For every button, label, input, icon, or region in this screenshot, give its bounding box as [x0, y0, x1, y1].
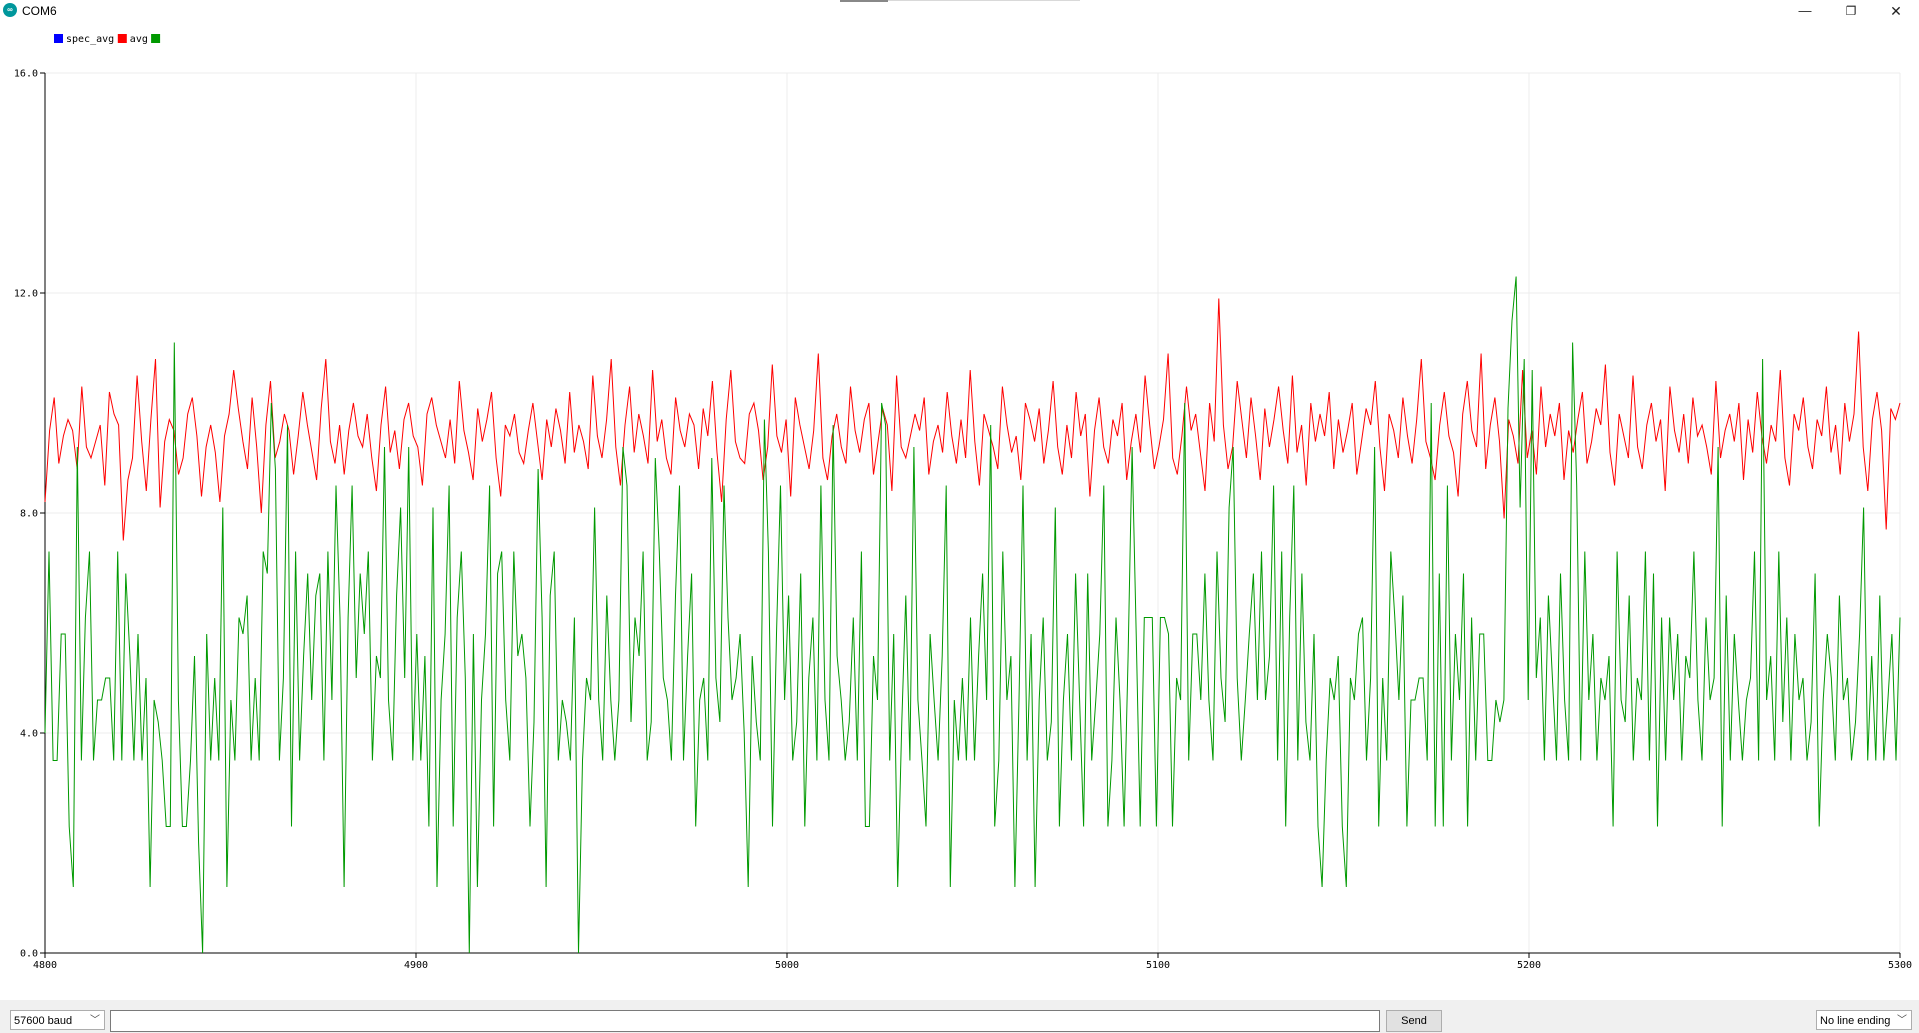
legend-label-0: spec_avg — [66, 34, 114, 45]
arduino-icon: ∞ — [3, 3, 17, 17]
baud-rate-value: 57600 baud — [14, 1015, 73, 1027]
x-tick-label-2: 5000 — [775, 960, 799, 971]
window-title: COM6 — [22, 4, 57, 18]
y-tick-label-1: 4.0 — [20, 729, 38, 740]
baud-rate-select[interactable]: 57600 baud ﹀ — [10, 1010, 105, 1030]
title-underline-active — [840, 0, 888, 2]
chevron-down-icon: ﹀ — [1897, 1015, 1907, 1026]
series-line-1 — [44, 276, 1901, 954]
chart-series — [44, 276, 1901, 954]
close-icon[interactable]: ✕ — [1890, 3, 1902, 19]
restore-icon[interactable]: ❐ — [1845, 4, 1857, 18]
series-line-0 — [44, 298, 1901, 541]
x-tick-label-1: 4900 — [404, 960, 428, 971]
chevron-down-icon: ﹀ — [90, 1015, 100, 1026]
chart-grid — [44, 72, 1901, 954]
legend-swatch-0 — [54, 34, 63, 43]
legend-swatch-1 — [117, 34, 127, 43]
serial-input[interactable] — [110, 1010, 1380, 1032]
minimize-icon[interactable]: — — [1798, 3, 1812, 18]
y-tick-label-0: 0.0 — [20, 949, 38, 960]
x-tick-label-0: 4800 — [33, 960, 57, 971]
x-tick-label-4: 5200 — [1517, 960, 1541, 971]
bottom-toolbar: 57600 baud ﹀ Send No line ending ﹀ — [0, 1000, 1919, 1033]
chart-legend: spec_avg avg — [54, 34, 161, 45]
serial-plotter-chart: spec_avg avg 0.0 4.0 8.0 12.0 16.0 4800 4900 500… — [14, 34, 1912, 972]
chart-ticks: 0.0 4.0 8.0 12.0 16.0 4800 4900 5000 5100 5200 530… — [14, 69, 1912, 972]
title-bar: ∞ COM6 — ❐ ✕ — [0, 0, 1919, 22]
x-tick-label-3: 5100 — [1146, 960, 1170, 971]
y-tick-label-3: 12.0 — [14, 289, 38, 300]
line-ending-value: No line ending — [1820, 1015, 1891, 1027]
line-ending-select[interactable]: No line ending ﹀ — [1816, 1010, 1912, 1030]
y-tick-label-2: 8.0 — [20, 509, 38, 520]
x-tick-label-5: 5300 — [1888, 960, 1912, 971]
title-underline — [840, 0, 1080, 1]
legend-label-1: avg — [130, 34, 148, 45]
legend-swatch-2 — [151, 34, 161, 43]
y-tick-label-4: 16.0 — [14, 69, 38, 80]
send-button[interactable]: Send — [1386, 1010, 1442, 1032]
